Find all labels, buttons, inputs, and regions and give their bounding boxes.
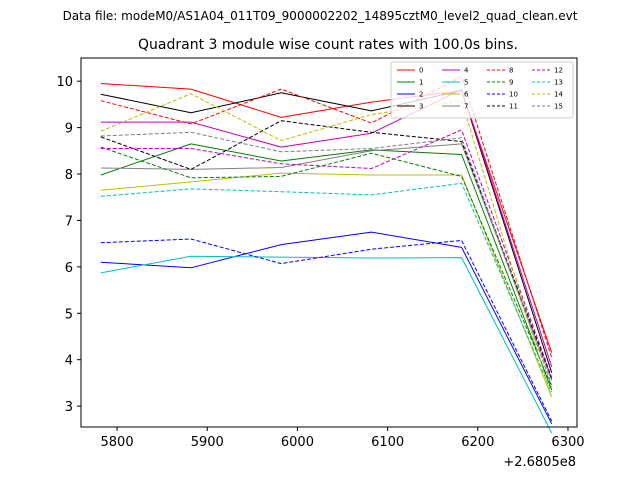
legend-label-5: 5 xyxy=(464,79,468,87)
series-line-1 xyxy=(100,143,553,391)
y-axis: 3 4 5 6 7 8 9 10 xyxy=(56,75,81,415)
series-layer xyxy=(100,76,553,434)
x-tick-label: 6000 xyxy=(281,435,314,450)
x-tick-label: 6300 xyxy=(551,435,584,450)
series-line-4 xyxy=(100,89,553,367)
y-tick-label: 5 xyxy=(65,307,73,322)
y-tick-label: 8 xyxy=(65,168,73,183)
plot-frame xyxy=(80,57,578,428)
legend-label-1: 1 xyxy=(419,79,423,87)
legend-label-15: 15 xyxy=(554,103,563,111)
y-tick-label: 3 xyxy=(65,400,73,415)
legend-label-10: 10 xyxy=(509,91,518,99)
legend-label-4: 4 xyxy=(464,67,469,75)
legend-label-13: 13 xyxy=(554,79,563,87)
x-tick-label: 6200 xyxy=(461,435,494,450)
chart-suptitle: Data file: modeM0/AS1A04_011T09_90000022… xyxy=(63,9,578,23)
y-tick-label: 7 xyxy=(65,214,73,229)
legend-label-6: 6 xyxy=(464,91,469,99)
y-tick-label: 9 xyxy=(65,122,73,137)
legend-label-12: 12 xyxy=(554,67,563,75)
series-line-8 xyxy=(100,76,553,358)
x-axis-offset-label: +2.6805e8 xyxy=(503,455,576,470)
series-line-12 xyxy=(100,129,553,378)
legend-label-11: 11 xyxy=(509,103,518,111)
series-line-5 xyxy=(100,255,553,434)
legend-label-14: 14 xyxy=(554,91,563,99)
series-line-13 xyxy=(100,182,553,393)
series-line-2 xyxy=(100,231,553,425)
x-axis: 5800 5900 6000 6100 6200 6300 xyxy=(101,427,585,450)
x-tick-label: 6100 xyxy=(371,435,404,450)
series-line-15 xyxy=(100,131,553,386)
series-line-9 xyxy=(100,146,553,387)
chart-title: Quadrant 3 module wise count rates with … xyxy=(138,37,518,53)
series-line-10 xyxy=(100,238,553,422)
x-tick-label: 5800 xyxy=(101,435,134,450)
series-line-14 xyxy=(100,93,553,398)
legend-label-7: 7 xyxy=(464,103,468,111)
x-tick-label: 5900 xyxy=(191,435,224,450)
legend-label-2: 2 xyxy=(419,91,423,99)
series-line-11 xyxy=(100,120,553,379)
y-tick-label: 4 xyxy=(65,354,73,369)
legend-label-8: 8 xyxy=(509,67,513,75)
series-line-3 xyxy=(100,90,553,373)
legend-box xyxy=(390,61,574,119)
series-line-0 xyxy=(100,83,553,353)
y-tick-label: 10 xyxy=(56,75,73,90)
legend-label-0: 0 xyxy=(419,67,423,75)
legend-label-9: 9 xyxy=(509,79,513,87)
legend-label-3: 3 xyxy=(419,103,423,111)
series-line-7 xyxy=(100,143,553,381)
y-tick-label: 6 xyxy=(65,261,73,276)
